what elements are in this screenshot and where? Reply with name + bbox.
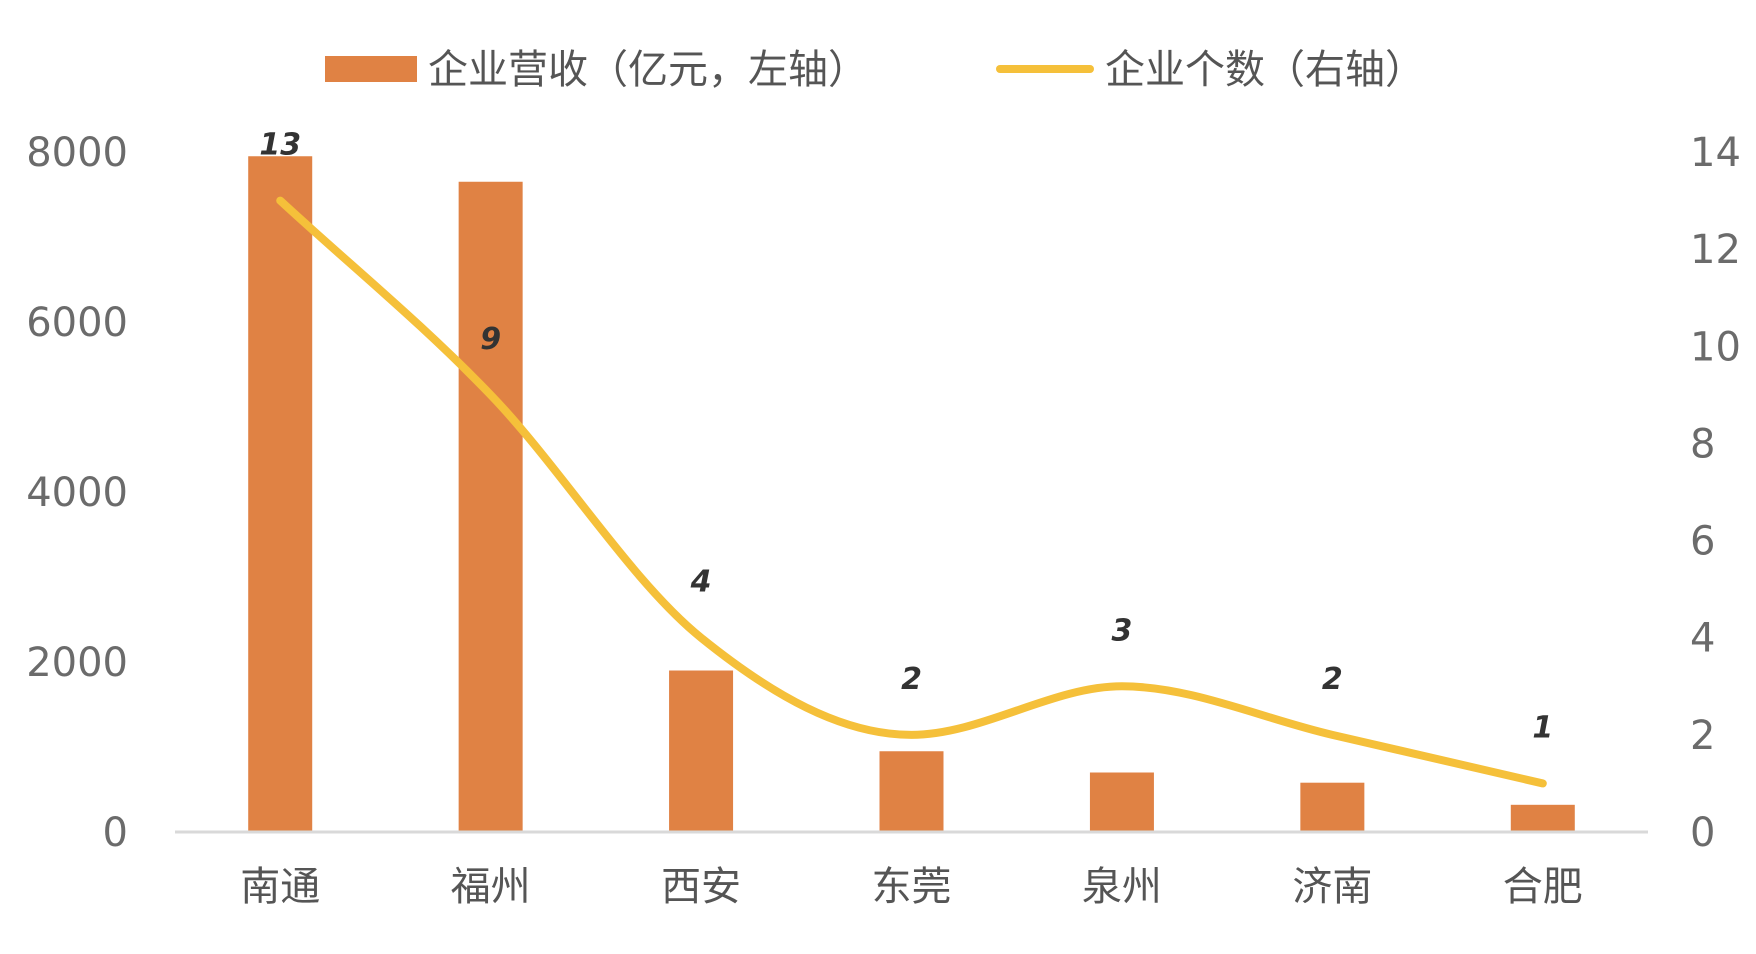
data-label: 9 — [480, 322, 501, 357]
right-tick-label: 14 — [1690, 130, 1741, 176]
bar — [248, 156, 313, 832]
right-tick-label: 2 — [1690, 713, 1715, 759]
legend-bar-swatch — [325, 56, 417, 82]
category-label: 福州 — [451, 864, 531, 910]
category-label: 南通 — [240, 864, 320, 910]
data-label: 13 — [259, 128, 301, 163]
bar — [669, 670, 734, 832]
legend-bar-label: 企业营收（亿元，左轴） — [428, 47, 868, 93]
data-labels: 13 9 4 2 3 2 1 — [259, 128, 1553, 746]
series-line — [276, 196, 1547, 788]
category-label: 西安 — [661, 864, 741, 910]
data-label: 3 — [1111, 613, 1132, 648]
left-tick-label: 2000 — [26, 640, 128, 686]
data-label: 2 — [901, 662, 922, 697]
right-tick-label: 0 — [1690, 810, 1715, 856]
bar — [1300, 782, 1365, 832]
category-label: 泉州 — [1082, 864, 1162, 910]
data-label: 1 — [1532, 710, 1553, 745]
bar — [1089, 772, 1154, 832]
bar — [458, 181, 523, 832]
right-tick-label: 6 — [1690, 519, 1715, 565]
legend-line-label: 企业个数（右轴） — [1105, 47, 1425, 93]
left-tick-label: 8000 — [26, 130, 128, 176]
right-tick-label: 10 — [1690, 324, 1741, 370]
category-label: 济南 — [1292, 864, 1372, 910]
left-axis: 0 2000 4000 6000 8000 — [26, 130, 128, 856]
right-tick-label: 4 — [1690, 616, 1715, 662]
bar-series — [248, 156, 1575, 832]
left-tick-label: 0 — [103, 810, 128, 856]
data-label: 4 — [690, 565, 712, 600]
category-axis: 南通 福州 西安 东莞 泉州 济南 合肥 — [240, 864, 1583, 910]
bar — [1510, 804, 1575, 832]
right-tick-label: 12 — [1690, 227, 1741, 273]
legend: 企业营收（亿元，左轴） 企业个数（右轴） — [325, 47, 1425, 93]
data-label: 2 — [1322, 662, 1343, 697]
left-tick-label: 6000 — [26, 300, 128, 346]
category-label: 东莞 — [872, 864, 952, 910]
bar — [879, 751, 944, 832]
left-tick-label: 4000 — [26, 470, 128, 516]
category-label: 合肥 — [1503, 864, 1583, 910]
right-axis: 0 2 4 6 8 10 12 14 — [1690, 130, 1741, 856]
line-series — [276, 196, 1547, 788]
right-tick-label: 8 — [1690, 421, 1715, 467]
